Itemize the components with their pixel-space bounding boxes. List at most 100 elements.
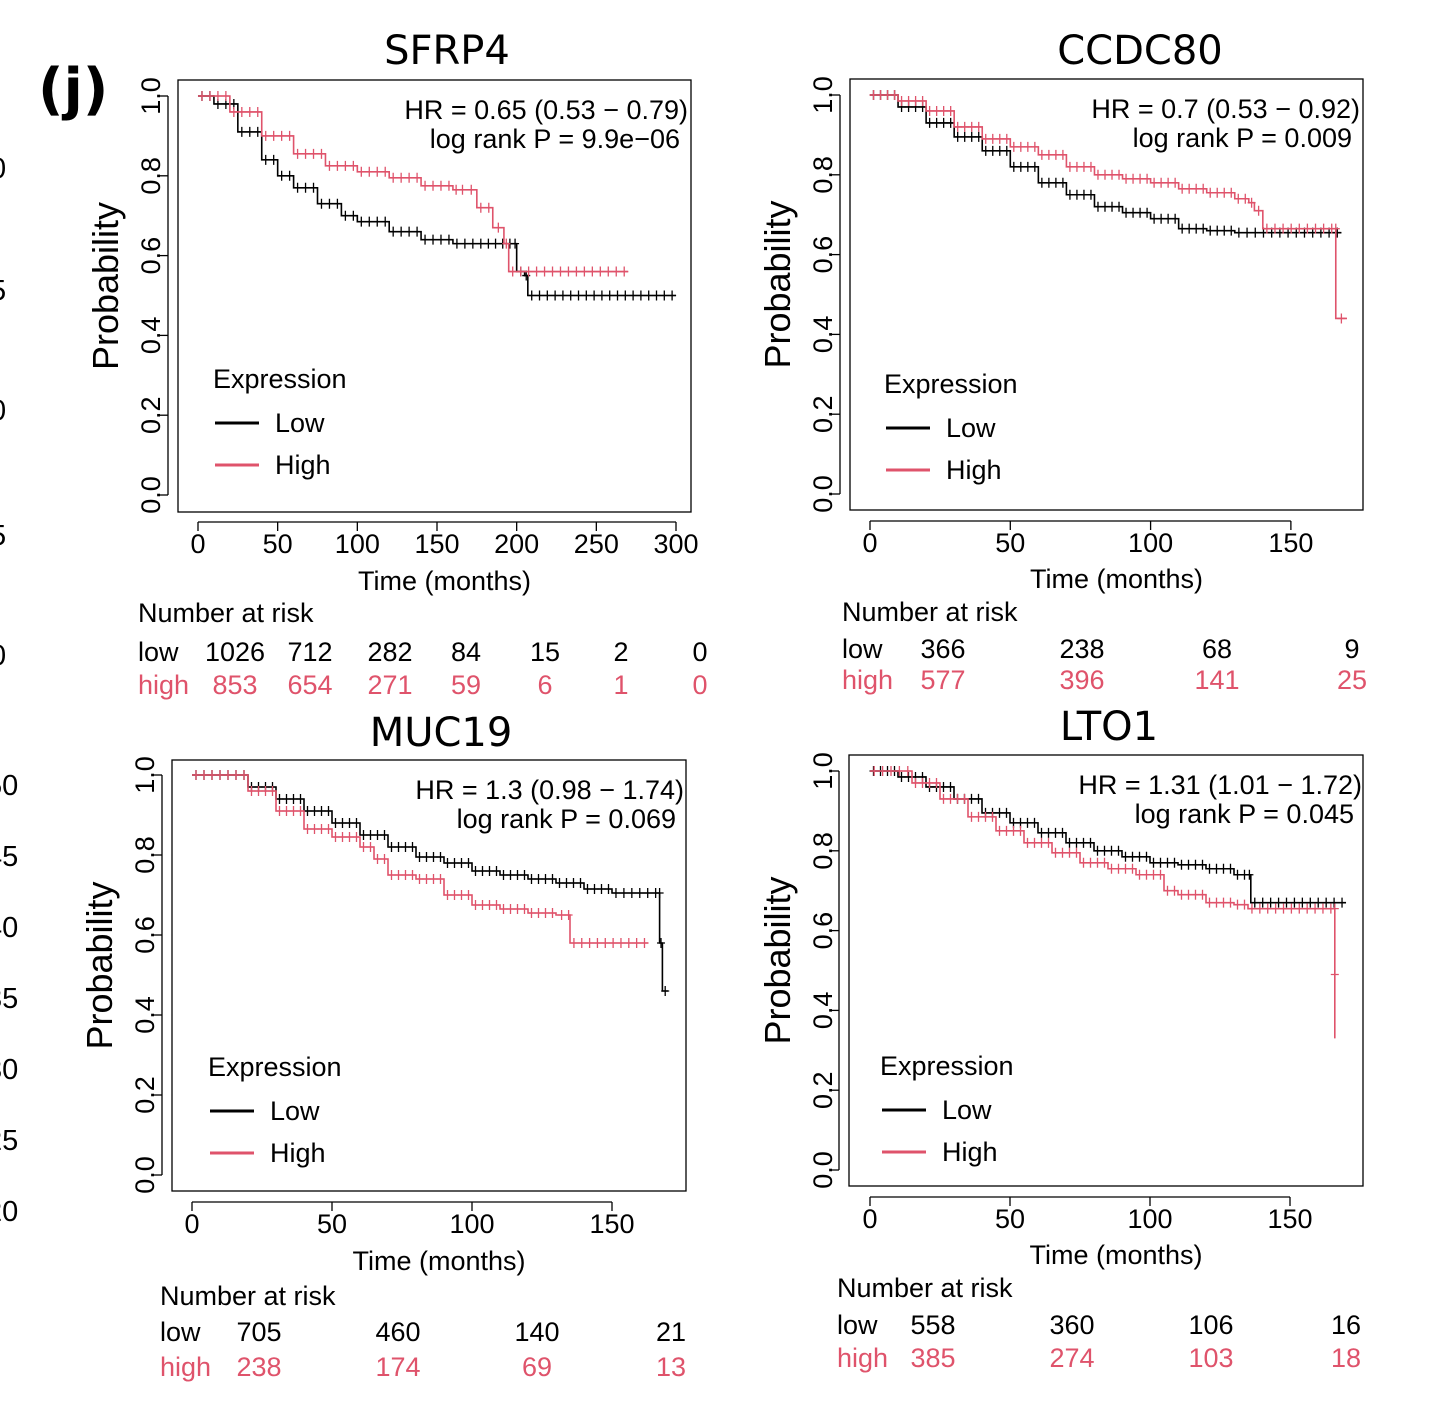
censor-mark (1100, 857, 1109, 868)
censor-mark (527, 290, 536, 301)
censor-mark (508, 266, 517, 277)
censor-mark (373, 166, 382, 177)
censor-mark (237, 126, 246, 137)
censor-mark (208, 770, 216, 780)
censor-mark (890, 90, 899, 100)
censor-mark (464, 890, 473, 900)
censor-mark (596, 266, 605, 277)
censor-mark (1247, 903, 1256, 914)
y-tick-label: 1.0 (808, 752, 838, 790)
censor-mark (911, 777, 920, 788)
censor-mark (436, 874, 445, 884)
censor-mark (1058, 847, 1067, 858)
censor-mark (566, 290, 575, 301)
censor-mark (1164, 213, 1173, 224)
censor-mark (1072, 837, 1081, 848)
censor-mark (876, 90, 885, 100)
censor-mark (1212, 897, 1221, 908)
censor-mark (1136, 207, 1145, 218)
censor-mark (253, 106, 262, 117)
censor-mark (564, 910, 573, 920)
censor-mark (604, 884, 613, 894)
censor-mark (485, 900, 494, 910)
risk-table-header: Number at risk (138, 598, 314, 628)
censor-mark (513, 870, 522, 880)
censor-mark (1100, 845, 1109, 856)
censor-mark (995, 825, 1004, 836)
censor-mark (612, 266, 621, 277)
censor-mark (1164, 177, 1173, 188)
x-tick-label: 250 (574, 529, 619, 559)
risk-table-header: Number at risk (842, 597, 1018, 627)
hazard-ratio-text: HR = 0.65 (0.53 − 0.79) (404, 95, 688, 125)
censor-mark (1322, 897, 1331, 908)
censor-mark (661, 986, 670, 996)
censor-mark (1079, 857, 1088, 868)
risk-count-low: 0 (692, 637, 707, 667)
censor-mark (588, 266, 597, 277)
censor-mark (1030, 837, 1039, 848)
x-axis-label: Time (months) (352, 1246, 525, 1276)
censor-mark (644, 290, 653, 301)
risk-count-low: 140 (514, 1317, 559, 1347)
censor-mark (282, 806, 291, 816)
censor-mark (1279, 223, 1288, 234)
censor-mark (590, 884, 599, 894)
risk-count-low: 712 (287, 637, 332, 667)
censor-mark (499, 870, 508, 880)
censor-mark (1303, 223, 1312, 234)
censor-mark (1198, 889, 1207, 900)
risk-count-high: 654 (287, 670, 332, 700)
risk-count-low: 282 (367, 637, 412, 667)
censor-mark (541, 908, 550, 918)
censor-mark (357, 166, 366, 177)
censor-mark (200, 770, 208, 780)
censor-mark (995, 133, 1004, 144)
x-tick-label: 50 (263, 529, 293, 559)
censor-mark (974, 121, 983, 132)
censor-mark (903, 766, 912, 776)
censor-mark (1295, 223, 1304, 234)
censor-mark (1205, 863, 1214, 874)
censor-mark (932, 777, 941, 788)
censor-mark (593, 938, 602, 948)
censor-mark (485, 866, 494, 876)
censor-mark (1114, 845, 1123, 856)
cropped-neighbor-label: 35 (0, 983, 18, 1015)
censor-mark (289, 806, 298, 816)
y-tick-label: 0.4 (808, 316, 838, 354)
censor-mark (345, 818, 354, 828)
censor-mark (574, 290, 583, 301)
cropped-neighbor-label: 5 (0, 275, 6, 307)
y-tick-label: 0.4 (130, 996, 160, 1034)
censor-mark (556, 266, 565, 277)
censor-mark (1002, 133, 1011, 144)
censor-mark (925, 105, 934, 116)
censor-mark (918, 95, 927, 106)
censor-mark (541, 874, 550, 884)
legend-label-low: Low (946, 413, 996, 443)
censor-mark (1115, 169, 1124, 180)
censor-mark (1319, 223, 1328, 234)
censor-mark (293, 148, 302, 159)
hazard-ratio-text: HR = 1.31 (1.01 − 1.72) (1078, 770, 1362, 800)
censor-mark (443, 858, 452, 868)
censor-mark (471, 866, 480, 876)
censor-mark (502, 238, 511, 249)
censor-mark (457, 858, 466, 868)
censor-mark (303, 824, 312, 834)
risk-count-low: 2 (613, 637, 628, 667)
censor-mark (883, 90, 892, 100)
censor-mark (324, 806, 333, 816)
y-tick-label: 0.0 (808, 1151, 838, 1189)
censor-mark (1234, 193, 1243, 204)
censor-mark (325, 160, 334, 171)
logrank-p-text: log rank P = 0.069 (457, 804, 676, 834)
censor-mark (1178, 183, 1187, 194)
chart-title: SFRP4 (384, 28, 510, 74)
censor-mark (1129, 207, 1138, 218)
censor-mark (548, 266, 557, 277)
censor-mark (558, 290, 567, 301)
censor-mark (331, 818, 340, 828)
risk-count-high: 174 (375, 1352, 420, 1382)
